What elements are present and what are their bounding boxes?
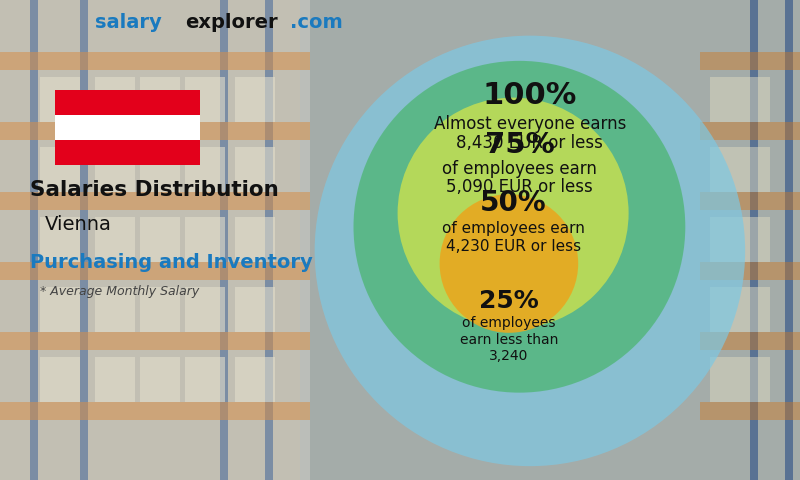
Bar xyxy=(95,217,135,262)
Bar xyxy=(235,357,275,402)
Bar xyxy=(140,77,180,122)
Circle shape xyxy=(354,61,686,393)
Bar xyxy=(235,287,275,332)
Text: salary: salary xyxy=(95,12,162,32)
Bar xyxy=(700,402,800,420)
Bar xyxy=(40,77,80,122)
Bar xyxy=(0,192,310,210)
Bar xyxy=(40,147,80,192)
Bar xyxy=(40,357,80,402)
Text: 4,230 EUR or less: 4,230 EUR or less xyxy=(446,239,581,253)
Bar xyxy=(740,147,770,192)
Bar xyxy=(235,217,275,262)
Text: * Average Monthly Salary: * Average Monthly Salary xyxy=(40,286,199,299)
Bar xyxy=(40,287,80,332)
Bar xyxy=(0,52,310,70)
Bar xyxy=(740,217,770,262)
Bar xyxy=(185,357,225,402)
Bar xyxy=(185,77,225,122)
Bar xyxy=(80,0,88,480)
Bar xyxy=(740,287,770,332)
Text: 100%: 100% xyxy=(482,82,577,110)
Bar xyxy=(0,262,310,280)
Text: Almost everyone earns: Almost everyone earns xyxy=(434,115,626,133)
Bar xyxy=(140,287,180,332)
Bar xyxy=(0,0,310,480)
Bar xyxy=(0,402,310,420)
Bar xyxy=(700,192,800,210)
Bar xyxy=(740,77,770,122)
Bar xyxy=(265,0,273,480)
Circle shape xyxy=(439,194,578,333)
Bar xyxy=(700,262,800,280)
Text: 25%: 25% xyxy=(479,289,538,313)
Text: of employees earn: of employees earn xyxy=(442,221,585,236)
Bar xyxy=(95,77,135,122)
Bar xyxy=(710,77,740,122)
Bar xyxy=(30,0,38,480)
Text: earn less than: earn less than xyxy=(460,333,558,347)
Text: of employees: of employees xyxy=(462,316,556,331)
Circle shape xyxy=(398,97,629,329)
Bar xyxy=(55,90,200,115)
Bar xyxy=(710,147,740,192)
Bar xyxy=(0,332,310,350)
Text: 5,090 EUR or less: 5,090 EUR or less xyxy=(446,178,593,196)
Bar xyxy=(750,0,758,480)
Text: Purchasing and Inventory: Purchasing and Inventory xyxy=(30,252,313,272)
Bar xyxy=(300,0,800,480)
Bar xyxy=(55,140,200,165)
Bar xyxy=(185,217,225,262)
Bar xyxy=(0,0,310,480)
Text: explorer: explorer xyxy=(185,12,278,32)
Bar xyxy=(140,147,180,192)
Bar xyxy=(710,217,740,262)
Bar xyxy=(700,122,800,140)
Bar xyxy=(95,357,135,402)
Bar xyxy=(185,287,225,332)
Text: of employees earn: of employees earn xyxy=(442,160,597,178)
Bar xyxy=(235,147,275,192)
Bar xyxy=(40,217,80,262)
Bar xyxy=(700,332,800,350)
Bar xyxy=(140,217,180,262)
Text: 75%: 75% xyxy=(485,131,554,159)
Text: 8,430 EUR or less: 8,430 EUR or less xyxy=(457,134,603,152)
Bar xyxy=(710,357,740,402)
Bar xyxy=(185,147,225,192)
Text: .com: .com xyxy=(290,12,342,32)
Text: 50%: 50% xyxy=(480,189,546,217)
Bar xyxy=(785,0,793,480)
Bar xyxy=(710,287,740,332)
Bar xyxy=(140,357,180,402)
Text: 3,240: 3,240 xyxy=(490,348,529,362)
Text: Salaries Distribution: Salaries Distribution xyxy=(30,180,278,200)
Bar xyxy=(95,287,135,332)
Bar xyxy=(0,122,310,140)
Bar xyxy=(55,115,200,140)
Bar xyxy=(700,52,800,70)
Bar xyxy=(235,77,275,122)
Bar xyxy=(220,0,228,480)
Text: Vienna: Vienna xyxy=(45,216,112,235)
Circle shape xyxy=(314,36,745,466)
Bar xyxy=(95,147,135,192)
Bar xyxy=(740,357,770,402)
